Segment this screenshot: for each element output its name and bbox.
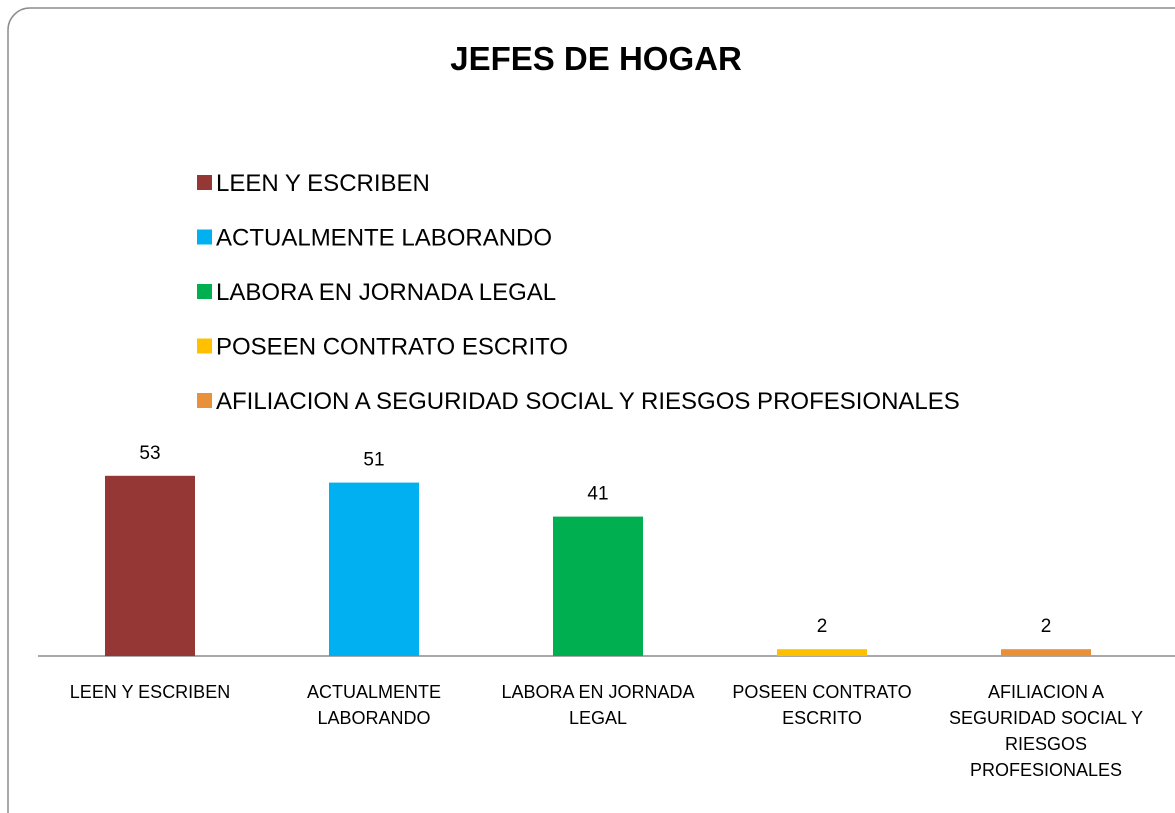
legend-swatch [197, 338, 212, 354]
x-tick-label: ACTUALMENTE LABORANDO [307, 682, 441, 728]
legend-label: LEEN Y ESCRIBEN [216, 170, 430, 197]
bar [553, 516, 643, 656]
value-label: 2 [817, 616, 828, 637]
legend-swatch [197, 229, 212, 245]
legend-swatch [197, 393, 212, 408]
x-tick-label: LEEN Y ESCRIBEN [70, 682, 230, 702]
value-label: 53 [139, 443, 160, 464]
legend-label: ACTUALMENTE LABORANDO [216, 225, 552, 252]
bar [105, 475, 195, 656]
legend-label: POSEEN CONTRATO ESCRITO [216, 334, 568, 361]
value-label: 41 [587, 484, 608, 505]
chart-frame [7, 7, 1175, 813]
x-tick-label: LABORA EN JORNADA LEGAL [501, 682, 694, 728]
x-tick-label: POSEEN CONTRATO ESCRITO [732, 682, 911, 728]
legend-label: LABORA EN JORNADA LEGAL [216, 279, 556, 306]
legend-label: AFILIACION A SEGURIDAD SOCIAL Y RIESGOS … [216, 388, 960, 415]
value-label: 2 [1041, 616, 1052, 637]
x-tick-label: AFILIACION A SEGURIDAD SOCIAL Y RIESGOS PRO… [949, 682, 1143, 780]
bar [329, 482, 419, 656]
chart-title: JEFES DE HOGAR [450, 40, 742, 77]
value-label: 51 [363, 450, 384, 471]
legend-swatch [197, 175, 212, 190]
bar [1001, 649, 1091, 656]
legend-swatch [197, 284, 212, 299]
bar [777, 649, 867, 656]
